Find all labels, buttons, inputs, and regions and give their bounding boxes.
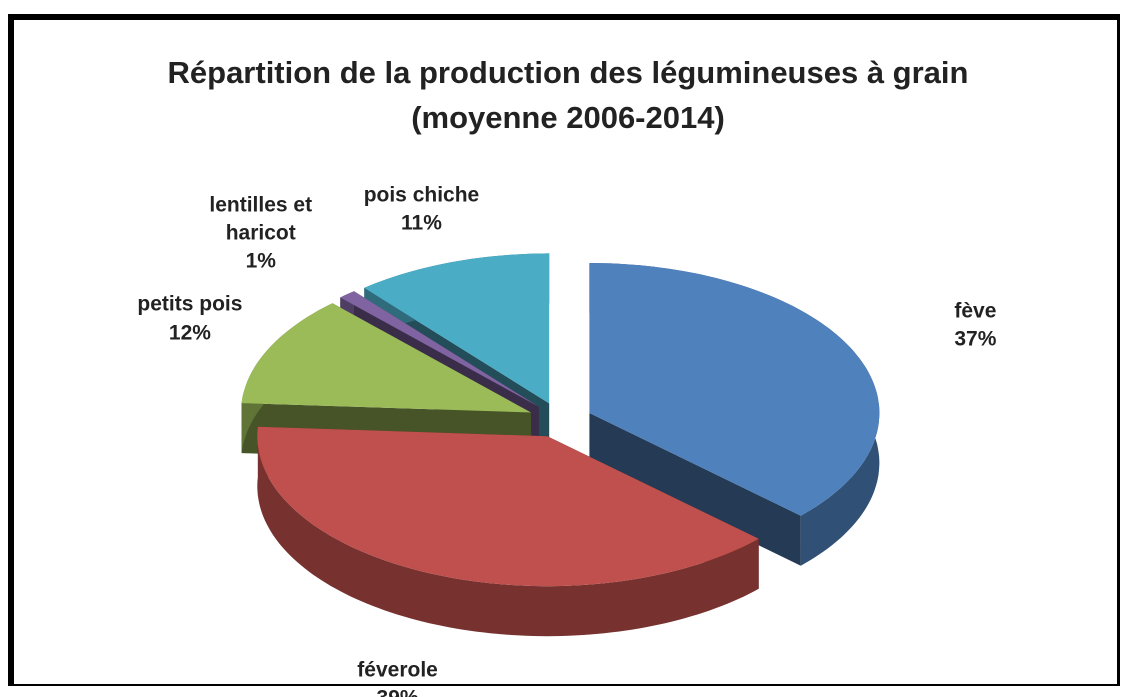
label-name: lentilles et haricot — [209, 193, 313, 245]
slice — [257, 426, 759, 637]
slice-top — [364, 253, 550, 404]
slice-top — [257, 426, 759, 587]
data-label: petits pois 12% — [137, 291, 242, 348]
data-label: féverole 39% — [357, 657, 438, 697]
label-name: pois chiche — [363, 183, 480, 207]
slice-side — [589, 413, 801, 566]
chart-title: Répartition de la production des légumin… — [167, 55, 969, 90]
label-name: féverole — [357, 658, 438, 682]
slice-top — [340, 291, 539, 407]
label-name: fève — [954, 299, 997, 323]
slice — [589, 263, 880, 566]
slice-top — [241, 303, 531, 413]
chart-subtitle: (moyenne 2006-2014) — [411, 100, 725, 135]
data-label: pois chiche 11% — [364, 182, 480, 239]
label-value: 11% — [401, 211, 442, 235]
slice-wall — [257, 426, 759, 637]
label-value: 39% — [357, 685, 438, 697]
label-value: 12% — [168, 321, 211, 345]
label-value: 1% — [245, 249, 276, 273]
data-label: fève 37% — [954, 297, 996, 354]
frame — [8, 14, 1120, 686]
label-name: petits pois — [137, 293, 243, 317]
slice-top — [589, 263, 880, 516]
label-value: 37% — [954, 327, 997, 351]
data-label: lentilles et haricot 1% — [186, 191, 336, 276]
